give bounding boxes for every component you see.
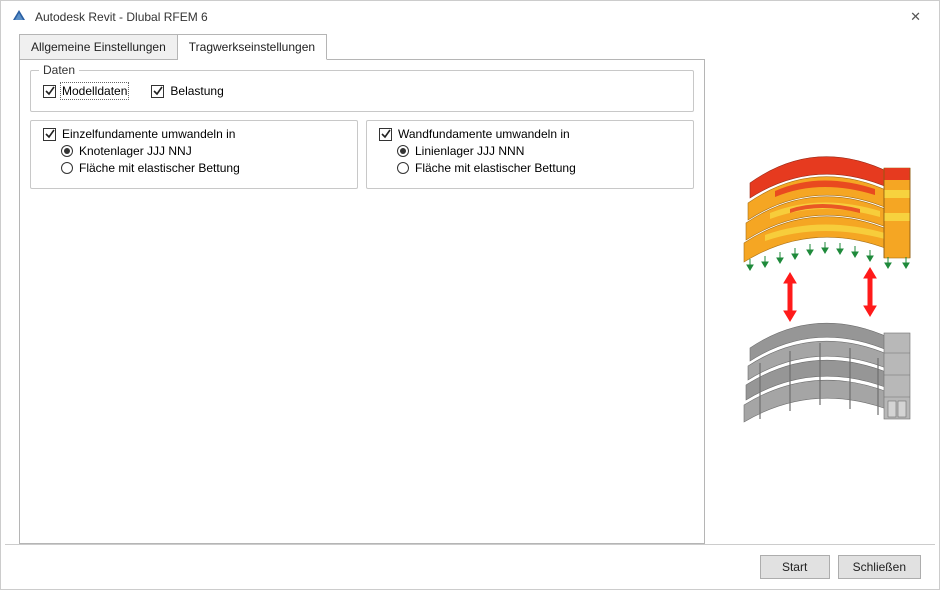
radio-dot	[61, 162, 73, 174]
radio-knotenlager-label: Knotenlager JJJ NNJ	[79, 144, 192, 158]
checkbox-wandfundamente-label: Wandfundamente umwandeln in	[398, 127, 570, 141]
radio-dot	[61, 145, 73, 157]
radio-einzel-flaeche-label: Fläche mit elastischer Bettung	[79, 161, 240, 175]
radio-wand-flaeche[interactable]: Fläche mit elastischer Bettung	[397, 161, 681, 175]
tab-strip: Allgemeine Einstellungen Tragwerkseinste…	[19, 34, 705, 60]
checkbox-modelldaten[interactable]: Modelldaten	[43, 84, 127, 98]
group-daten-legend: Daten	[39, 63, 79, 77]
radio-dot	[397, 162, 409, 174]
close-button[interactable]: Schließen	[838, 555, 921, 579]
radio-linienlager-label: Linienlager JJJ NNN	[415, 144, 524, 158]
dialog-window: Autodesk Revit - Dlubal RFEM 6 ✕ Allgeme…	[0, 0, 940, 590]
tab-general[interactable]: Allgemeine Einstellungen	[19, 34, 178, 60]
checkbox-wandfundamente[interactable]: Wandfundamente umwandeln in	[379, 127, 681, 141]
titlebar: Autodesk Revit - Dlubal RFEM 6 ✕	[1, 1, 939, 33]
app-icon	[11, 8, 27, 27]
checkbox-einzelfundamente-label: Einzelfundamente umwandeln in	[62, 127, 235, 141]
checkbox-einzelfundamente[interactable]: Einzelfundamente umwandeln in	[43, 127, 345, 141]
radio-knotenlager[interactable]: Knotenlager JJJ NNJ	[61, 144, 345, 158]
checkbox-box	[151, 85, 164, 98]
checkbox-box	[43, 128, 56, 141]
radio-linienlager[interactable]: Linienlager JJJ NNN	[397, 144, 681, 158]
checkbox-belastung-label: Belastung	[170, 84, 223, 98]
dialog-body: Allgemeine Einstellungen Tragwerkseinste…	[1, 33, 939, 544]
group-daten: Daten Modelldaten Belastung	[30, 70, 694, 112]
checkbox-box	[43, 85, 56, 98]
tab-content: Daten Modelldaten Belastung	[19, 59, 705, 544]
preview-illustration	[720, 123, 925, 433]
checkbox-box	[379, 128, 392, 141]
button-bar: Start Schließen	[5, 544, 935, 589]
tab-structural[interactable]: Tragwerkseinstellungen	[178, 34, 327, 60]
start-button[interactable]: Start	[760, 555, 830, 579]
left-pane: Allgemeine Einstellungen Tragwerkseinste…	[19, 33, 705, 544]
checkbox-modelldaten-label: Modelldaten	[62, 84, 127, 98]
radio-wand-flaeche-label: Fläche mit elastischer Bettung	[415, 161, 576, 175]
preview-pane	[717, 33, 927, 544]
radio-dot	[397, 145, 409, 157]
group-wandfundamente: Wandfundamente umwandeln in Linienlager …	[366, 120, 694, 189]
radio-einzel-flaeche[interactable]: Fläche mit elastischer Bettung	[61, 161, 345, 175]
window-title: Autodesk Revit - Dlubal RFEM 6	[35, 10, 902, 24]
group-einzelfundamente: Einzelfundamente umwandeln in Knotenlage…	[30, 120, 358, 189]
close-icon[interactable]: ✕	[902, 5, 929, 29]
checkbox-belastung[interactable]: Belastung	[151, 84, 223, 98]
